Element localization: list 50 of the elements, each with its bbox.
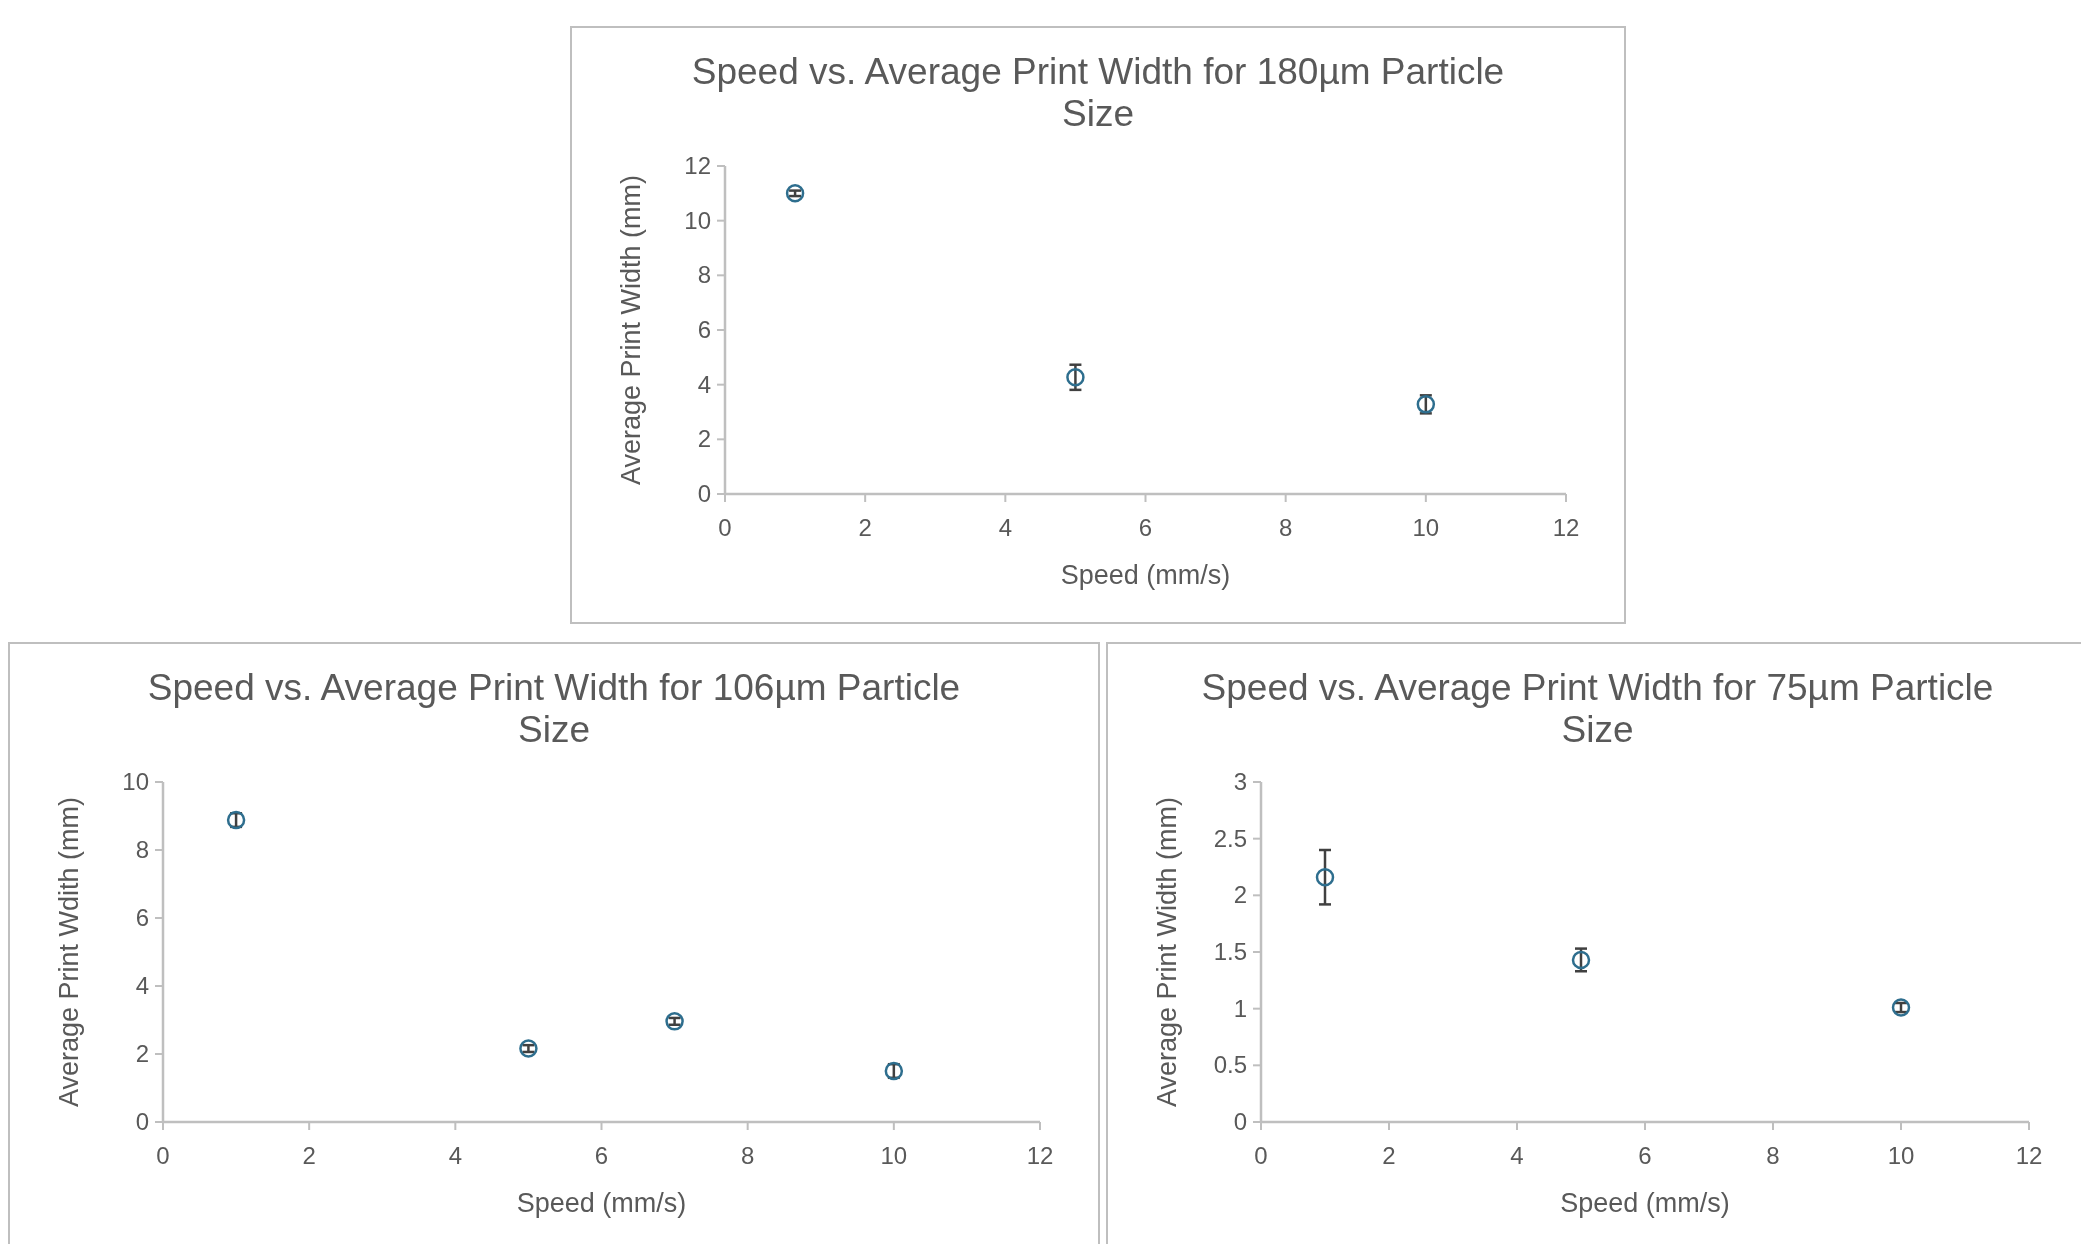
y-tick-label: 4 [135, 972, 149, 999]
x-tick-label: 0 [718, 514, 732, 541]
y-tick-label: 0 [1233, 1108, 1247, 1135]
y-axis-title: Average Print Wdith (mm) [54, 796, 84, 1108]
x-tick-label: 10 [880, 1142, 908, 1169]
x-axis-title: Speed (mm/s) [1060, 560, 1231, 590]
y-axis-title: Average Print Width (mm) [1152, 796, 1182, 1108]
y-tick-label: 2 [1233, 881, 1247, 909]
x-tick-label: 0 [156, 1142, 170, 1169]
x-tick-label: 6 [1638, 1142, 1652, 1169]
x-tick-label: 10 [1412, 514, 1440, 541]
chart-title: Speed vs. Average Print Width for 106µm Particle Size [147, 667, 961, 750]
y-tick-label: 1.5 [1213, 938, 1247, 965]
x-tick-label: 2 [302, 1142, 316, 1169]
y-axis-title: Average Print Width (mm) [616, 174, 646, 486]
y-tick-label: 1 [1233, 994, 1247, 1022]
x-tick-label: 12 [1552, 514, 1580, 541]
x-tick-label: 12 [2015, 1142, 2043, 1169]
x-tick-label: 6 [594, 1142, 609, 1169]
x-tick-label: 4 [1510, 1142, 1524, 1169]
x-tick-label: 8 [1278, 514, 1293, 541]
x-tick-label: 6 [1138, 514, 1153, 541]
y-tick-label: 2 [697, 425, 711, 453]
x-tick-label: 4 [998, 514, 1013, 541]
x-tick-label: 8 [740, 1142, 755, 1169]
x-axis-title: Speed (mm/s) [1560, 1188, 1730, 1218]
x-tick-label: 2 [1382, 1142, 1396, 1169]
y-tick-label: 2 [135, 1040, 149, 1067]
y-tick-label: 6 [697, 316, 711, 343]
y-tick-label: 0.5 [1213, 1051, 1247, 1079]
x-tick-label: 2 [858, 514, 872, 541]
y-tick-label: 10 [122, 768, 149, 795]
x-tick-label: 4 [448, 1142, 463, 1169]
x-tick-label: 10 [1887, 1142, 1915, 1169]
chart-title: Speed vs. Average Print Width for 180µm Particle Size [691, 51, 1505, 134]
y-tick-label: 0 [135, 1108, 149, 1135]
y-tick-label: 3 [1233, 768, 1247, 795]
chart-title: Speed vs. Average Print Width for 75µm Particle Size [1201, 667, 1994, 750]
x-axis-title: Speed (mm/s) [516, 1188, 687, 1218]
y-tick-label: 12 [684, 152, 711, 179]
x-tick-label: 12 [1026, 1142, 1054, 1169]
y-tick-label: 8 [135, 836, 149, 863]
y-tick-label: 2.5 [1213, 824, 1247, 852]
y-tick-label: 0 [697, 480, 711, 507]
x-tick-label: 8 [1766, 1142, 1780, 1169]
x-tick-label: 0 [1254, 1142, 1268, 1169]
y-tick-label: 10 [684, 206, 711, 234]
y-tick-label: 4 [697, 370, 711, 398]
y-tick-label: 8 [697, 261, 711, 289]
y-tick-label: 6 [135, 904, 149, 931]
